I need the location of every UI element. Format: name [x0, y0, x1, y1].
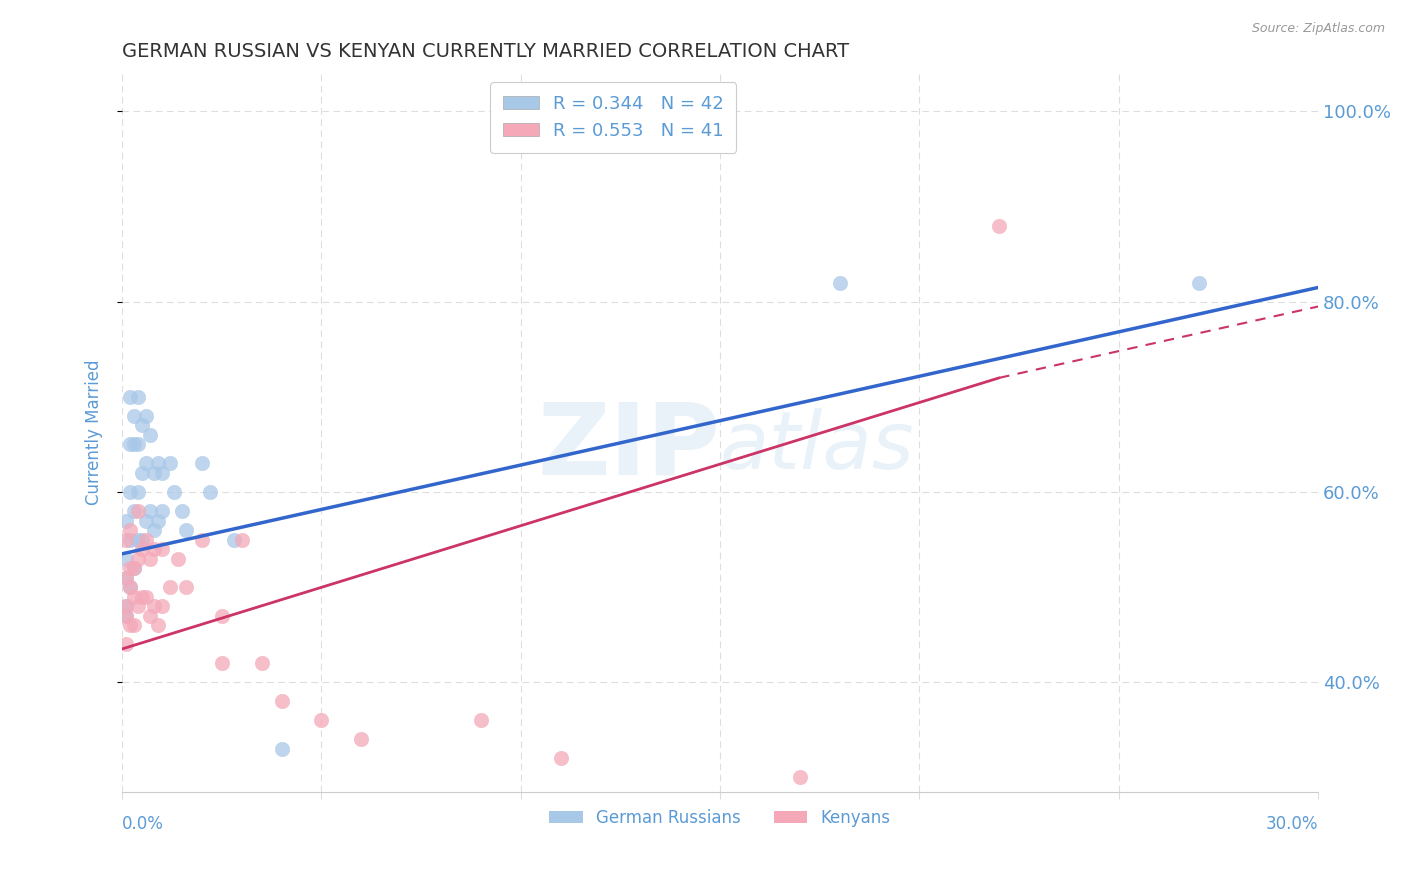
Point — [131, 418, 153, 433]
Point — [988, 219, 1011, 233]
Point — [127, 485, 149, 500]
Point — [122, 590, 145, 604]
Point — [118, 485, 141, 500]
Point — [222, 533, 245, 547]
Point — [135, 457, 157, 471]
Point — [159, 580, 181, 594]
Point — [115, 551, 138, 566]
Point — [231, 533, 253, 547]
Point — [122, 561, 145, 575]
Point — [139, 504, 162, 518]
Point — [115, 571, 138, 585]
Legend: German Russians, Kenyans: German Russians, Kenyans — [543, 802, 897, 834]
Point — [789, 771, 811, 785]
Point — [150, 599, 173, 614]
Point — [1187, 276, 1209, 290]
Point — [115, 608, 138, 623]
Point — [122, 561, 145, 575]
Point — [142, 466, 165, 480]
Point — [122, 504, 145, 518]
Text: atlas: atlas — [720, 408, 915, 486]
Point — [127, 533, 149, 547]
Point — [122, 618, 145, 632]
Y-axis label: Currently Married: Currently Married — [86, 359, 103, 505]
Point — [139, 608, 162, 623]
Point — [135, 514, 157, 528]
Point — [135, 409, 157, 423]
Point — [118, 523, 141, 537]
Point — [174, 580, 197, 594]
Point — [115, 533, 138, 547]
Point — [122, 409, 145, 423]
Point — [127, 437, 149, 451]
Point — [115, 637, 138, 651]
Point — [127, 599, 149, 614]
Point — [118, 533, 141, 547]
Point — [135, 590, 157, 604]
Point — [550, 751, 572, 765]
Point — [270, 694, 292, 708]
Point — [198, 485, 221, 500]
Point — [191, 457, 214, 471]
Point — [127, 390, 149, 404]
Point — [170, 504, 193, 518]
Point — [142, 523, 165, 537]
Text: GERMAN RUSSIAN VS KENYAN CURRENTLY MARRIED CORRELATION CHART: GERMAN RUSSIAN VS KENYAN CURRENTLY MARRI… — [122, 42, 849, 61]
Point — [211, 657, 233, 671]
Point — [115, 599, 138, 614]
Point — [146, 514, 169, 528]
Point — [118, 561, 141, 575]
Point — [139, 428, 162, 442]
Point — [146, 457, 169, 471]
Text: 0.0%: 0.0% — [122, 815, 165, 833]
Point — [115, 608, 138, 623]
Point — [470, 714, 492, 728]
Point — [150, 504, 173, 518]
Point — [131, 466, 153, 480]
Point — [118, 390, 141, 404]
Point — [135, 533, 157, 547]
Point — [115, 599, 138, 614]
Point — [311, 714, 333, 728]
Point — [118, 580, 141, 594]
Point — [828, 276, 851, 290]
Text: Source: ZipAtlas.com: Source: ZipAtlas.com — [1251, 22, 1385, 36]
Point — [127, 551, 149, 566]
Point — [163, 485, 186, 500]
Point — [118, 437, 141, 451]
Point — [350, 732, 373, 747]
Point — [131, 542, 153, 557]
Point — [127, 504, 149, 518]
Point — [131, 590, 153, 604]
Point — [118, 580, 141, 594]
Point — [159, 457, 181, 471]
Point — [150, 542, 173, 557]
Point — [139, 551, 162, 566]
Point — [191, 533, 214, 547]
Point — [115, 514, 138, 528]
Text: 30.0%: 30.0% — [1265, 815, 1319, 833]
Point — [167, 551, 190, 566]
Point — [146, 618, 169, 632]
Point — [142, 599, 165, 614]
Point — [142, 542, 165, 557]
Point — [174, 523, 197, 537]
Point — [250, 657, 273, 671]
Point — [122, 437, 145, 451]
Point — [118, 618, 141, 632]
Point — [131, 533, 153, 547]
Point — [270, 742, 292, 756]
Point — [115, 571, 138, 585]
Text: ZIP: ZIP — [537, 399, 720, 495]
Point — [211, 608, 233, 623]
Point — [150, 466, 173, 480]
